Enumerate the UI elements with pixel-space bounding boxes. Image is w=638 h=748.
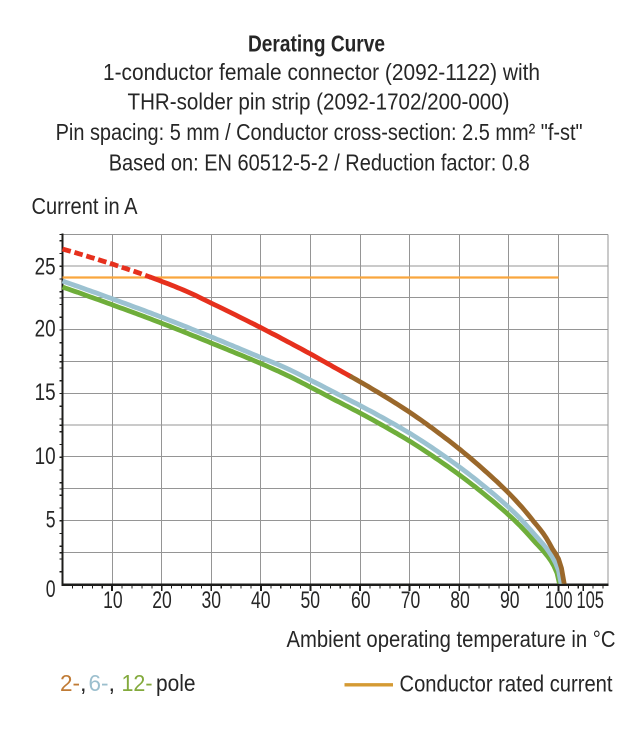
- svg-text:Ambient operating temperature: Ambient operating temperature in °C: [287, 626, 616, 652]
- svg-text:105: 105: [576, 587, 604, 614]
- svg-text:Conductor rated current: Conductor rated current: [400, 671, 613, 697]
- svg-text:Current in A: Current in A: [32, 193, 138, 219]
- svg-text:6-: 6-: [89, 670, 109, 696]
- svg-text:25: 25: [35, 254, 56, 281]
- svg-text:,: ,: [80, 670, 87, 696]
- svg-text:5: 5: [46, 507, 56, 534]
- svg-text:15: 15: [35, 379, 56, 406]
- svg-text:12-: 12-: [122, 670, 153, 696]
- svg-text:,: ,: [109, 670, 116, 696]
- svg-text:1-conductor female connector (: 1-conductor female connector (2092-1122)…: [103, 59, 540, 85]
- svg-text:20: 20: [35, 316, 56, 343]
- svg-text:40: 40: [251, 587, 271, 614]
- svg-text:10: 10: [103, 587, 123, 614]
- svg-text:80: 80: [450, 587, 470, 614]
- svg-text:70: 70: [401, 587, 421, 614]
- svg-text:90: 90: [500, 587, 520, 614]
- svg-text:20: 20: [152, 587, 172, 614]
- svg-text:100: 100: [545, 587, 573, 614]
- svg-text:30: 30: [202, 587, 222, 614]
- svg-text:0: 0: [46, 576, 56, 603]
- svg-text:THR-solder pin strip (2092-170: THR-solder pin strip (2092-1702/200-000): [128, 88, 510, 114]
- svg-text:2-: 2-: [60, 670, 80, 696]
- svg-text:60: 60: [351, 587, 371, 614]
- svg-text:Based on: EN 60512-5-2 / Reduc: Based on: EN 60512-5-2 / Reduction facto…: [109, 149, 530, 175]
- svg-text:50: 50: [300, 587, 320, 614]
- svg-text:10: 10: [35, 443, 56, 470]
- svg-text:Pin spacing: 5 mm / Conductor: Pin spacing: 5 mm / Conductor cross-sect…: [56, 119, 583, 145]
- svg-text:pole: pole: [156, 670, 196, 696]
- svg-text:Derating Curve: Derating Curve: [248, 31, 385, 57]
